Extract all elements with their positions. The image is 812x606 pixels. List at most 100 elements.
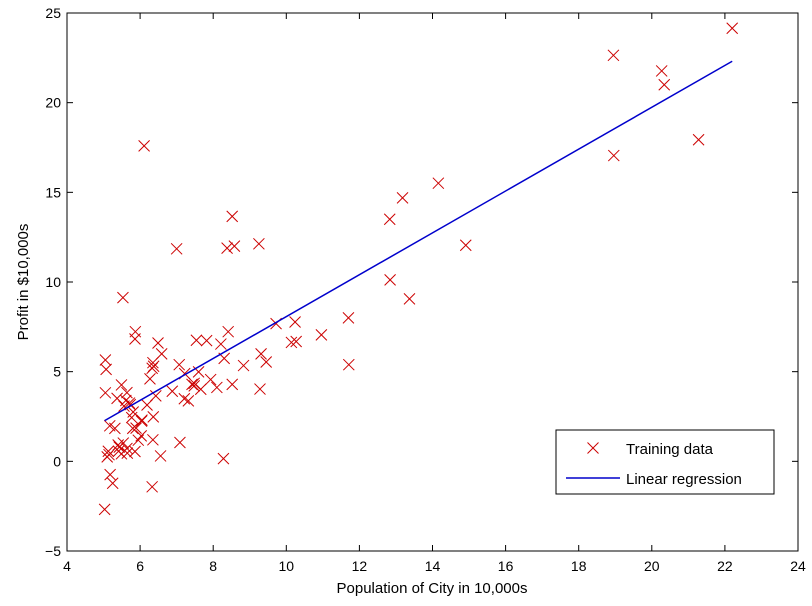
data-point bbox=[115, 379, 128, 391]
data-point bbox=[126, 422, 139, 435]
data-point bbox=[607, 49, 620, 62]
x-tick-label: 24 bbox=[790, 558, 806, 574]
data-point bbox=[121, 447, 134, 459]
y-tick-label: 5 bbox=[53, 364, 61, 380]
training-data-points bbox=[98, 22, 739, 516]
data-point bbox=[194, 383, 207, 396]
data-point bbox=[384, 273, 396, 286]
data-point bbox=[141, 399, 153, 411]
data-point bbox=[127, 406, 140, 418]
data-point bbox=[255, 348, 267, 360]
data-point bbox=[130, 422, 142, 435]
data-point bbox=[188, 379, 201, 392]
data-point bbox=[170, 242, 183, 255]
data-point bbox=[315, 329, 328, 341]
data-point bbox=[129, 325, 142, 338]
x-tick-label: 8 bbox=[209, 558, 217, 574]
data-point bbox=[726, 22, 739, 35]
data-point bbox=[204, 373, 217, 386]
data-point bbox=[211, 381, 223, 394]
data-point bbox=[217, 452, 230, 465]
data-point bbox=[221, 242, 233, 254]
data-point bbox=[101, 450, 114, 463]
data-point bbox=[254, 383, 266, 395]
data-point bbox=[222, 325, 235, 338]
data-point bbox=[132, 434, 145, 447]
data-point bbox=[129, 445, 141, 458]
x-tick-label: 14 bbox=[425, 558, 441, 574]
data-point bbox=[173, 358, 186, 371]
x-tick-label: 4 bbox=[63, 558, 71, 574]
data-point bbox=[655, 65, 668, 77]
data-point bbox=[147, 433, 159, 446]
data-point bbox=[607, 149, 620, 162]
y-axis-ticks: −5 0 5 10 15 20 25 bbox=[45, 5, 798, 559]
data-point bbox=[200, 334, 213, 347]
data-point bbox=[113, 441, 126, 454]
legend-label-training-data: Training data bbox=[626, 441, 714, 458]
y-tick-label: −5 bbox=[45, 543, 61, 559]
data-point bbox=[115, 447, 128, 460]
data-point bbox=[260, 356, 273, 368]
data-point bbox=[459, 239, 472, 252]
data-point bbox=[342, 358, 355, 371]
data-point bbox=[403, 293, 416, 305]
data-point bbox=[396, 192, 409, 204]
x-tick-label: 22 bbox=[717, 558, 733, 574]
y-tick-label: 0 bbox=[53, 453, 61, 469]
data-point bbox=[178, 392, 191, 405]
legend-x-marker bbox=[587, 442, 599, 454]
data-point bbox=[289, 316, 301, 328]
data-point bbox=[658, 78, 671, 91]
x-axis-label: Population of City in 10,000s bbox=[337, 580, 528, 597]
x-tick-label: 18 bbox=[571, 558, 587, 574]
x-tick-label: 20 bbox=[644, 558, 660, 574]
data-point bbox=[253, 237, 265, 250]
data-point bbox=[106, 477, 119, 490]
data-point bbox=[182, 395, 195, 407]
y-tick-label: 25 bbox=[45, 5, 61, 21]
data-point bbox=[154, 450, 167, 462]
data-point bbox=[226, 210, 239, 223]
data-point bbox=[103, 419, 116, 432]
data-point bbox=[692, 133, 705, 146]
data-point bbox=[100, 363, 112, 376]
data-point bbox=[290, 335, 303, 348]
data-point bbox=[104, 468, 116, 481]
data-point bbox=[186, 378, 198, 391]
data-point bbox=[135, 415, 148, 428]
data-point bbox=[166, 385, 179, 398]
data-point bbox=[215, 338, 227, 350]
data-point bbox=[432, 177, 445, 190]
x-tick-label: 12 bbox=[352, 558, 368, 574]
data-point bbox=[383, 213, 396, 226]
legend-box bbox=[555, 429, 775, 495]
data-point bbox=[147, 411, 160, 423]
data-point bbox=[237, 359, 250, 372]
y-tick-label: 15 bbox=[45, 184, 61, 200]
x-tick-label: 16 bbox=[498, 558, 514, 574]
data-point bbox=[152, 337, 164, 349]
data-point bbox=[123, 397, 136, 409]
data-point bbox=[146, 362, 159, 375]
data-point bbox=[190, 334, 203, 347]
data-point bbox=[342, 312, 355, 324]
data-point bbox=[144, 372, 156, 385]
data-point bbox=[226, 378, 239, 391]
x-axis-ticks: 4 6 8 10 12 14 16 18 20 22 24 bbox=[63, 13, 806, 574]
data-point bbox=[285, 336, 298, 349]
legend-label-linear-regression: Linear regression bbox=[626, 471, 742, 488]
regression-line-path bbox=[104, 60, 733, 422]
data-point bbox=[147, 356, 159, 369]
data-point bbox=[138, 140, 150, 152]
data-point bbox=[111, 392, 123, 405]
x-tick-label: 10 bbox=[279, 558, 295, 574]
data-point bbox=[174, 436, 186, 449]
x-tick-label: 6 bbox=[136, 558, 144, 574]
data-point bbox=[228, 240, 241, 252]
y-axis-label: Profit in $10,000s bbox=[15, 224, 32, 341]
data-point bbox=[117, 291, 129, 304]
data-point bbox=[99, 386, 112, 399]
data-point bbox=[121, 386, 133, 399]
